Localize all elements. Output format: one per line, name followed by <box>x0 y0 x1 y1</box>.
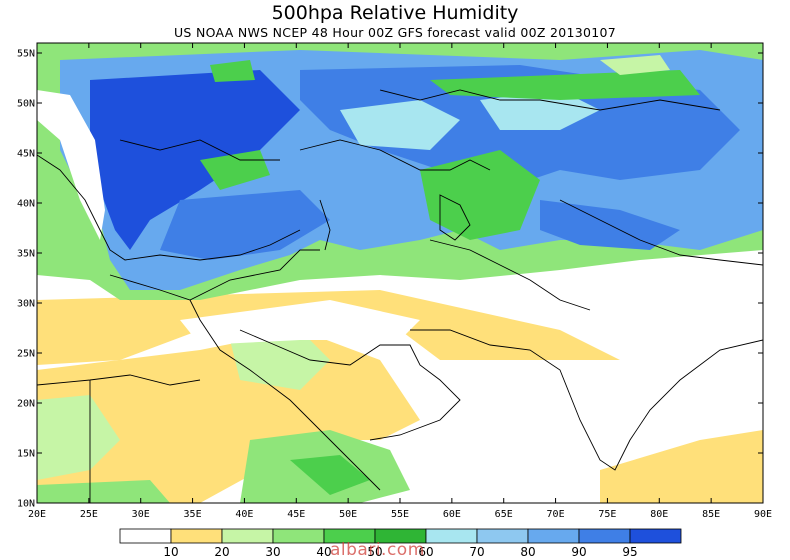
longitude-label: 85E <box>702 509 720 520</box>
legend-label: 90 <box>571 545 586 559</box>
longitude-label: 50E <box>339 509 357 520</box>
longitude-label: 60E <box>443 509 461 520</box>
map-title: 500hpa Relative Humidity <box>271 2 519 24</box>
legend-swatch <box>578 528 631 544</box>
longitude-label: 30E <box>132 509 150 520</box>
latitude-label: 25N <box>17 349 35 360</box>
legend-swatch <box>119 528 172 544</box>
axis-ticks <box>36 43 764 504</box>
longitude-label: 20E <box>28 509 46 520</box>
legend-swatch <box>170 528 223 544</box>
longitude-label: 45E <box>287 509 305 520</box>
watermark: albari.com <box>330 540 425 560</box>
legend-label: 80 <box>520 545 535 559</box>
legend-label: 70 <box>469 545 484 559</box>
map-subtitle: US NOAA NWS NCEP 48 Hour 00Z GFS forecas… <box>173 25 617 40</box>
legend-swatch <box>527 528 580 544</box>
legend-label: 30 <box>265 545 280 559</box>
longitude-label: 65E <box>495 509 513 520</box>
latitude-label: 30N <box>17 299 35 310</box>
latitude-label: 40N <box>17 199 35 210</box>
legend-swatch <box>272 528 325 544</box>
longitude-label: 25E <box>80 509 98 520</box>
legend-color-bar <box>119 528 682 544</box>
latitude-label: 50N <box>17 99 35 110</box>
latitude-label: 10N <box>17 499 35 510</box>
latitude-label: 35N <box>17 249 35 260</box>
humidity-field <box>37 43 763 503</box>
legend-label: 60 <box>418 545 433 559</box>
longitude-label: 55E <box>391 509 409 520</box>
latitude-label: 55N <box>17 49 35 60</box>
legend-swatch <box>221 528 274 544</box>
legend-label: 50 <box>367 545 382 559</box>
legend-label: 40 <box>316 545 331 559</box>
latitude-label: 45N <box>17 149 35 160</box>
legend-swatch <box>425 528 478 544</box>
latitude-labels: 55N 50N 45N 40N 35N 30N 25N 20N 15N 10N <box>17 49 35 510</box>
longitude-label: 75E <box>598 509 616 520</box>
legend-label: 20 <box>214 545 229 559</box>
legend-swatch <box>476 528 529 544</box>
legend-swatch <box>629 528 682 544</box>
longitude-label: 90E <box>754 509 772 520</box>
longitude-label: 80E <box>650 509 668 520</box>
latitude-label: 20N <box>17 399 35 410</box>
legend-label: 95 <box>622 545 637 559</box>
longitude-labels: 20E 25E 30E 35E 40E 45E 50E 55E 60E 65E 70E 75E 80E 8… <box>28 509 772 520</box>
longitude-label: 40E <box>235 509 253 520</box>
longitude-label: 35E <box>184 509 202 520</box>
legend-label: 10 <box>163 545 178 559</box>
coastlines <box>37 89 763 503</box>
latitude-label: 15N <box>17 449 35 460</box>
legend-labels: 10 20 30 40 50 60 70 80 90 95 <box>163 545 637 559</box>
longitude-label: 70E <box>547 509 565 520</box>
